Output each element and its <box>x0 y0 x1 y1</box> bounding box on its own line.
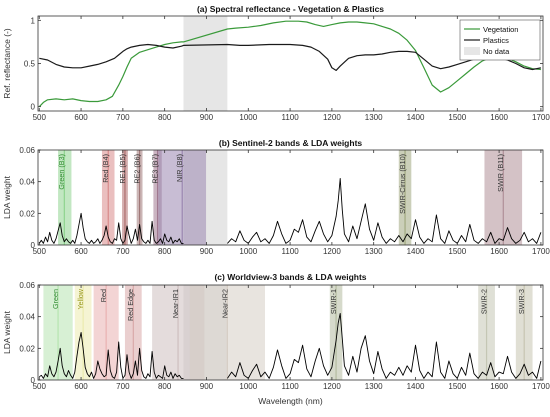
series-plastics <box>39 43 542 72</box>
x-tick-label: 1000 <box>239 247 257 256</box>
x-axis-label: Wavelength (nm) <box>258 396 323 406</box>
x-tick-label: 1500 <box>448 247 466 256</box>
band-label-swir-cirrus-b10: SWIR-Cirrus (B10) <box>398 154 407 214</box>
x-tick-label: 700 <box>116 247 130 256</box>
band-label-red: Red <box>99 289 108 302</box>
nodata-region <box>183 16 228 111</box>
x-tick-label: 1700 <box>532 382 550 391</box>
x-tick-label: 1100 <box>281 113 299 122</box>
x-tick-label: 1300 <box>365 247 383 256</box>
x-tick-label: 500 <box>33 247 47 256</box>
panel-b: Green (B3) Red (B4) RE1 (B5) RE2 (B6) RE3 (B… <box>2 138 550 256</box>
series-vegetation <box>38 20 541 108</box>
band-label-red-b4: Red (B4) <box>101 154 110 183</box>
panel-c: Green Yellow Red Red Edge Near-IR1 Near-IR2 SW… <box>2 272 550 406</box>
lda-weight-line-1 <box>227 178 542 244</box>
legend: Vegetation Plastics No data <box>459 19 541 61</box>
x-tick-label: 1400 <box>407 247 425 256</box>
band-label-re2-b6: RE2 (B6) <box>132 154 141 184</box>
x-tick-label: 900 <box>200 382 214 391</box>
y-tick-label: 0 <box>31 241 36 250</box>
band-label-nir-b8: NIR (B8) <box>175 154 184 182</box>
x-tick-label: 1000 <box>239 113 257 122</box>
x-tick-label: 700 <box>116 382 130 391</box>
x-tick-label: 1000 <box>239 382 257 391</box>
band-label-near-ir2: Near-IR2 <box>220 289 229 318</box>
y-tick-label: 0.02 <box>19 209 35 218</box>
x-tick-label: 900 <box>200 247 214 256</box>
y-axis-label: LDA weight <box>2 175 12 219</box>
y-axis-label: Ref. reflectance (-) <box>2 28 12 99</box>
y-tick-label: 0.04 <box>19 178 35 187</box>
y-tick-label: 0.06 <box>19 281 35 290</box>
y-tick-label: 0.04 <box>19 313 35 322</box>
y-tick-label: 0 <box>31 376 36 385</box>
y-tick-label: 0 <box>31 103 36 112</box>
x-tick-label: 1600 <box>490 382 508 391</box>
band-label-swir-b11: SWIR (B11) <box>496 154 505 192</box>
x-tick-label: 1600 <box>490 247 508 256</box>
y-axis-label: LDA weight <box>2 310 12 354</box>
chart-title: (b) Sentinel-2 bands & LDA weights <box>219 138 363 148</box>
x-tick-label: 1100 <box>281 247 299 256</box>
x-tick-label: 800 <box>158 382 172 391</box>
legend-label-plastics: Plastics <box>483 36 509 45</box>
x-tick-label: 1400 <box>407 382 425 391</box>
legend-swatch-no-data <box>464 47 480 55</box>
band-label-green-b3: Green (B3) <box>57 154 66 190</box>
x-tick-label: 1100 <box>281 382 299 391</box>
x-tick-label: 1200 <box>323 247 341 256</box>
x-tick-label: 600 <box>74 113 88 122</box>
chart-title: (a) Spectral reflectance - Vegetation & … <box>197 4 384 14</box>
x-tick-label: 1700 <box>532 113 550 122</box>
x-tick-label: 1200 <box>323 113 341 122</box>
lda-weight-line-1 <box>227 313 542 379</box>
band-label-green: Green <box>51 289 60 309</box>
band-label-re3-b7: RE3 (B7) <box>150 154 159 184</box>
band-label-swir-3: SWIR-3 <box>517 289 526 314</box>
lda-weight-line-0 <box>39 332 184 379</box>
plot-area <box>38 285 543 380</box>
panel-a: 500 600 700 800 900 1000 1100 1200 1300 1400 1500 1… <box>2 4 550 122</box>
chart-title: (c) Worldview-3 bands & LDA weights <box>214 272 366 282</box>
x-tick-label: 600 <box>74 382 88 391</box>
x-tick-label: 800 <box>158 247 172 256</box>
x-tick-label: 1300 <box>365 113 383 122</box>
x-tick-label: 800 <box>158 113 172 122</box>
x-tick-label: 1400 <box>407 113 425 122</box>
plot-frame <box>37 284 544 381</box>
legend-label-no-data: No data <box>483 47 510 56</box>
x-tick-label: 1300 <box>365 382 383 391</box>
x-tick-label: 500 <box>33 382 47 391</box>
y-tick-label: 0.5 <box>24 60 36 69</box>
x-tick-label: 500 <box>33 113 47 122</box>
band-label-yellow: Yellow <box>76 288 85 309</box>
legend-label-vegetation: Vegetation <box>483 25 518 34</box>
x-tick-label: 1500 <box>448 113 466 122</box>
y-tick-label: 1 <box>31 16 36 25</box>
y-tick-label: 0.06 <box>19 146 35 155</box>
band-label-near-ir1: Near-IR1 <box>171 289 180 318</box>
band-label-swir-1: SWIR-1 <box>329 289 338 314</box>
band-label-red-edge: Red Edge <box>126 289 135 321</box>
band-label-re1-b5: RE1 (B5) <box>118 154 127 184</box>
x-tick-label: 700 <box>116 113 130 122</box>
plot-frame <box>37 149 544 246</box>
x-tick-label: 900 <box>200 113 214 122</box>
y-tick-label: 0.02 <box>19 344 35 353</box>
x-tick-label: 600 <box>74 247 88 256</box>
x-tick-label: 1600 <box>490 113 508 122</box>
x-tick-label: 1700 <box>532 247 550 256</box>
band-label-swir-2: SWIR-2 <box>479 289 488 314</box>
x-tick-label: 1500 <box>448 382 466 391</box>
x-tick-label: 1200 <box>323 382 341 391</box>
lda-weight-line-0 <box>38 212 184 244</box>
